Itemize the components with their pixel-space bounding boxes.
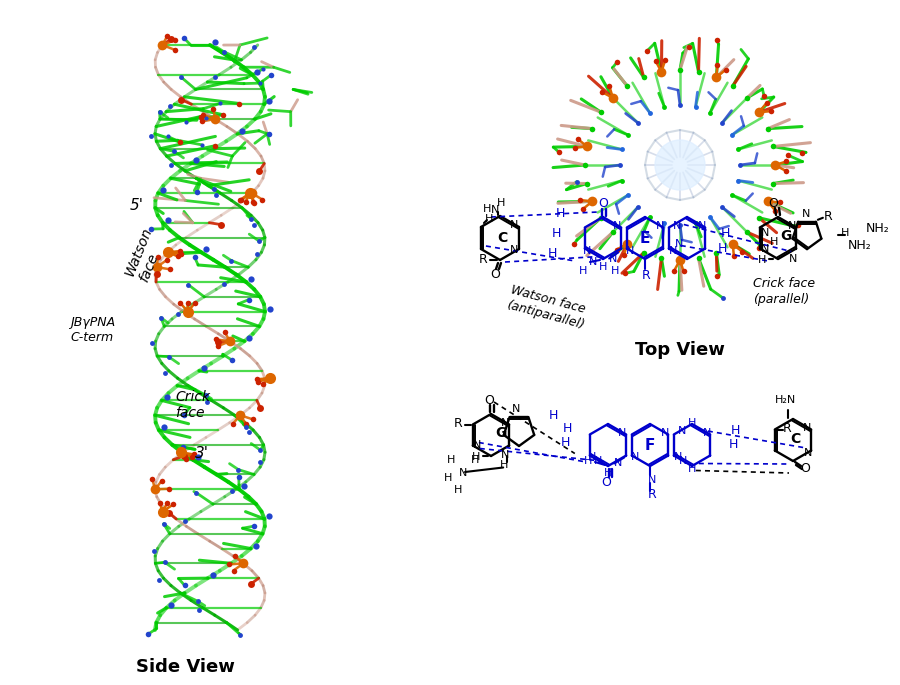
Text: Side View: Side View: [136, 658, 234, 676]
Text: H: H: [497, 198, 505, 208]
Text: H: H: [599, 262, 608, 271]
Text: N: N: [788, 221, 796, 230]
Text: O: O: [800, 462, 810, 475]
Text: H: H: [446, 455, 455, 465]
Text: N: N: [678, 427, 686, 436]
Text: N: N: [803, 423, 812, 432]
Text: N: N: [703, 427, 711, 438]
Text: N: N: [491, 205, 500, 215]
Text: N: N: [672, 221, 681, 230]
Text: N: N: [609, 253, 617, 264]
Text: N: N: [618, 427, 626, 438]
Text: G: G: [495, 426, 507, 440]
Text: O: O: [491, 268, 500, 280]
Text: N: N: [802, 209, 810, 219]
Text: N: N: [648, 475, 656, 485]
Text: Watson face
(antiparallel): Watson face (antiparallel): [505, 283, 590, 332]
Text: 5': 5': [130, 197, 144, 212]
Text: N: N: [511, 404, 520, 414]
Text: N: N: [679, 456, 687, 466]
Text: N: N: [626, 245, 634, 256]
Text: N: N: [669, 245, 677, 256]
Text: G: G: [780, 229, 792, 243]
Text: O: O: [768, 197, 778, 210]
Text: C: C: [790, 432, 800, 446]
Text: H: H: [579, 266, 587, 276]
Text: H: H: [611, 266, 619, 275]
Text: H: H: [688, 464, 696, 473]
Text: H: H: [584, 456, 592, 466]
Text: N: N: [698, 221, 706, 230]
Text: R: R: [782, 422, 791, 435]
Text: Top View: Top View: [635, 341, 724, 359]
Text: H: H: [717, 242, 726, 255]
Text: N: N: [661, 427, 670, 438]
Text: R: R: [648, 488, 656, 501]
Text: H: H: [728, 438, 738, 451]
Text: H: H: [454, 485, 463, 495]
Text: H: H: [688, 417, 696, 427]
Text: Crick
face: Crick face: [175, 390, 210, 420]
Text: H: H: [758, 255, 766, 265]
Text: N: N: [675, 238, 683, 249]
Text: N: N: [760, 227, 769, 238]
Text: N: N: [760, 243, 769, 253]
Text: NH₂: NH₂: [866, 221, 890, 234]
Text: H: H: [547, 247, 557, 260]
Text: 3': 3': [195, 445, 209, 460]
Text: Watson
face: Watson face: [122, 225, 169, 284]
Text: H: H: [482, 204, 491, 214]
Text: H: H: [561, 436, 570, 449]
Text: N: N: [582, 245, 591, 256]
Text: H: H: [730, 423, 740, 436]
Text: C: C: [497, 231, 507, 245]
Text: H: H: [841, 228, 850, 238]
Text: O: O: [598, 197, 608, 210]
Text: H₂N: H₂N: [774, 395, 796, 405]
Text: E: E: [640, 230, 650, 245]
Text: H: H: [720, 227, 730, 240]
Text: N: N: [501, 451, 509, 460]
Text: H: H: [552, 227, 561, 240]
Text: N: N: [501, 417, 509, 427]
Text: N: N: [589, 257, 598, 267]
Text: N: N: [789, 253, 797, 264]
Text: R: R: [454, 417, 463, 430]
Text: F: F: [644, 438, 655, 453]
Text: H: H: [471, 455, 479, 465]
Text: N: N: [631, 453, 639, 462]
Text: R: R: [824, 210, 832, 223]
Text: H: H: [555, 206, 564, 219]
Text: H: H: [485, 214, 493, 224]
Text: H: H: [548, 408, 558, 421]
Text: N: N: [614, 458, 623, 469]
Text: N: N: [673, 453, 682, 462]
Text: H: H: [770, 236, 778, 247]
Text: H: H: [444, 473, 452, 483]
Text: H: H: [562, 421, 572, 434]
Text: JBγPNA
C-term: JBγPNA C-term: [70, 316, 115, 344]
Text: N: N: [804, 447, 813, 458]
Text: N: N: [613, 221, 621, 230]
Text: Crick face
(parallel): Crick face (parallel): [753, 277, 815, 306]
Text: H: H: [500, 460, 508, 471]
Text: N: N: [656, 221, 664, 230]
Text: R: R: [479, 253, 488, 266]
Text: O: O: [484, 393, 494, 406]
Text: N: N: [510, 245, 518, 255]
Text: N: N: [459, 468, 467, 478]
Text: NH₂: NH₂: [848, 238, 872, 251]
Circle shape: [655, 140, 705, 190]
Text: N: N: [510, 220, 518, 230]
Text: H: H: [604, 467, 612, 477]
Text: N: N: [594, 456, 602, 466]
Text: R: R: [642, 269, 651, 282]
Text: N: N: [588, 453, 596, 462]
Text: O: O: [601, 475, 611, 488]
Text: H: H: [472, 452, 481, 462]
Text: N: N: [472, 440, 481, 451]
